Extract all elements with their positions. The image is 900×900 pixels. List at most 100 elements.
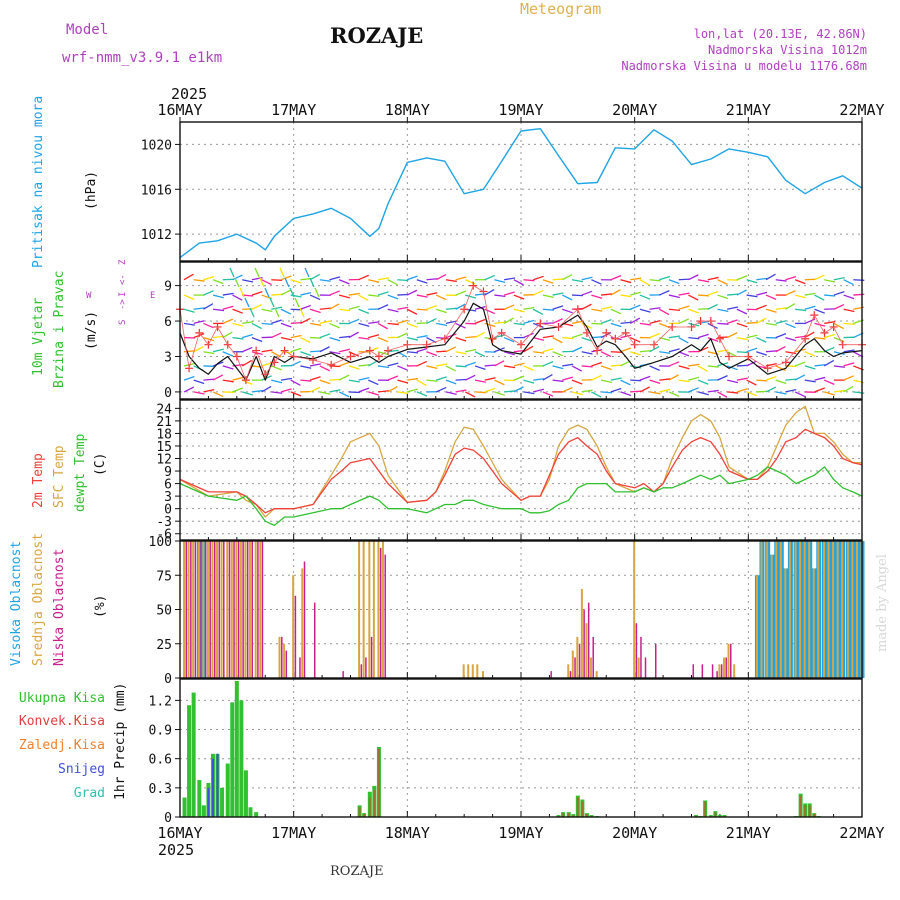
- wind-arrow: [572, 366, 582, 371]
- wind-arrow: [785, 379, 796, 380]
- wind-arrow: [485, 388, 495, 392]
- cloud-low-bar: [570, 671, 572, 678]
- wind-arrow: [815, 377, 826, 380]
- wind-arrow: [727, 294, 738, 295]
- y-tick-label: 0: [164, 386, 172, 401]
- wind-arrow: [465, 362, 475, 366]
- wind-arrow: [630, 352, 641, 355]
- wind-arrow: [339, 280, 349, 284]
- wind-arrow: [514, 295, 524, 299]
- footer-credit: made by Angel: [875, 554, 890, 652]
- cloud-mid-bar: [823, 541, 825, 678]
- cloud-mid-bar: [198, 541, 200, 678]
- legend-conv-rain: Konvek.Kisa: [19, 714, 105, 729]
- wind-arrow: [708, 291, 718, 295]
- wind-arrow: [669, 280, 679, 284]
- altitude-label: Nadmorska Visina 1012m: [708, 43, 867, 57]
- wind-arrow: [252, 323, 262, 328]
- cloud-mid-bar: [377, 541, 379, 678]
- wind-arrow: [310, 351, 321, 352]
- wind-arrow: [572, 295, 583, 296]
- wind-arrow: [669, 375, 679, 380]
- wind-arrow: [611, 323, 622, 326]
- legend-snow: Snijeg: [58, 762, 105, 777]
- wind-arrow: [708, 304, 718, 309]
- wind-arrow: [368, 380, 378, 384]
- precip-total-bar: [239, 700, 243, 817]
- wind-arrow: [611, 365, 622, 366]
- wind-arrow: [281, 323, 291, 327]
- wind-arrow: [475, 352, 485, 357]
- wind-arrow: [359, 309, 369, 313]
- wind-arrow: [834, 305, 844, 310]
- wind-arrow: [310, 309, 321, 312]
- cloud-title-mid: Srednja Oblacnost: [31, 533, 46, 666]
- wind-arrow: [815, 365, 826, 366]
- wind-arrow: [233, 338, 244, 339]
- wind-arrow: [591, 280, 601, 284]
- wind-arrow: [223, 352, 233, 356]
- wind-arrow: [388, 387, 398, 392]
- temp-title-sfc: SFC Temp: [52, 445, 67, 508]
- bottom-time-axis: 16MAY 17MAY 18MAY 19MAY 20MAY 21MAY 22MAY: [157, 824, 884, 842]
- wind-arrow: [310, 364, 321, 366]
- wind-arrow: [756, 380, 767, 381]
- y-tick-label: 0.9: [149, 724, 172, 739]
- wind-arrow: [417, 392, 427, 396]
- wind-arrow: [223, 366, 234, 369]
- wind-arrow: [795, 362, 805, 366]
- wind-arrow: [524, 280, 535, 281]
- wind-title-1: 10m Vjetar: [31, 298, 46, 376]
- wind-arrow: [252, 366, 263, 367]
- wind-arrow: [475, 380, 486, 382]
- coords-label: lon,lat (20.13E, 42.86N): [694, 27, 867, 41]
- cloud-mid-bar: [476, 664, 478, 678]
- wind-arrow: [291, 361, 301, 366]
- wind-arrow: [572, 334, 582, 337]
- wind-arrow: [475, 392, 486, 393]
- cloud-mid-bar: [832, 541, 834, 678]
- wind-arrow: [397, 280, 408, 281]
- wind-arrow: [844, 376, 854, 380]
- precip-total-bar: [220, 788, 224, 817]
- cloud-low-bar: [238, 541, 240, 678]
- precip-conv-bar: [800, 796, 802, 817]
- wind-arrow: [194, 380, 204, 383]
- pressure-panel: 101210161020: [141, 122, 862, 261]
- wind-arrow: [824, 335, 835, 338]
- wind-arrow: [315, 288, 319, 297]
- wind-arrow: [698, 334, 709, 337]
- wind-arrow: [494, 392, 504, 395]
- wind-arrow: [417, 309, 428, 310]
- wind-arrow: [436, 323, 447, 325]
- wind-arrow: [737, 323, 747, 326]
- y-tick-label: 0: [164, 672, 172, 687]
- cloud-low-bar: [384, 555, 386, 678]
- wind-arrow: [339, 295, 350, 298]
- cloud-panel: 0 25 50 75 100: [149, 535, 865, 687]
- model-name: wrf-nmm_v3.9.1 e1km: [62, 50, 222, 66]
- wind-arrow: [417, 336, 428, 338]
- wind-arrow: [582, 352, 593, 354]
- wind-arrow: [533, 290, 543, 295]
- cloud-mid-bar: [718, 664, 720, 678]
- wind-arrow: [242, 380, 252, 384]
- wind-arrow: [562, 309, 572, 313]
- wind-arrow: [349, 294, 360, 296]
- wind-arrow: [300, 380, 311, 381]
- wind-arrow: [271, 366, 281, 370]
- wind-arrow: [485, 378, 496, 380]
- wind-arrow: [485, 290, 495, 296]
- precip-conv-bar: [704, 801, 706, 817]
- y-tick-label: 75: [156, 569, 172, 584]
- wind-arrow: [582, 277, 593, 279]
- wind-arrow: [756, 292, 767, 295]
- wind-arrow: [591, 309, 602, 311]
- wind-arrow: [601, 380, 612, 382]
- cloud-low-bar: [233, 541, 235, 678]
- temp-title-2m: 2m Temp: [31, 453, 46, 508]
- wind-arrow: [756, 278, 767, 279]
- top-day-label: 21MAY: [726, 101, 771, 119]
- wind-arrow: [494, 280, 505, 283]
- cloud-mid-bar: [808, 541, 810, 678]
